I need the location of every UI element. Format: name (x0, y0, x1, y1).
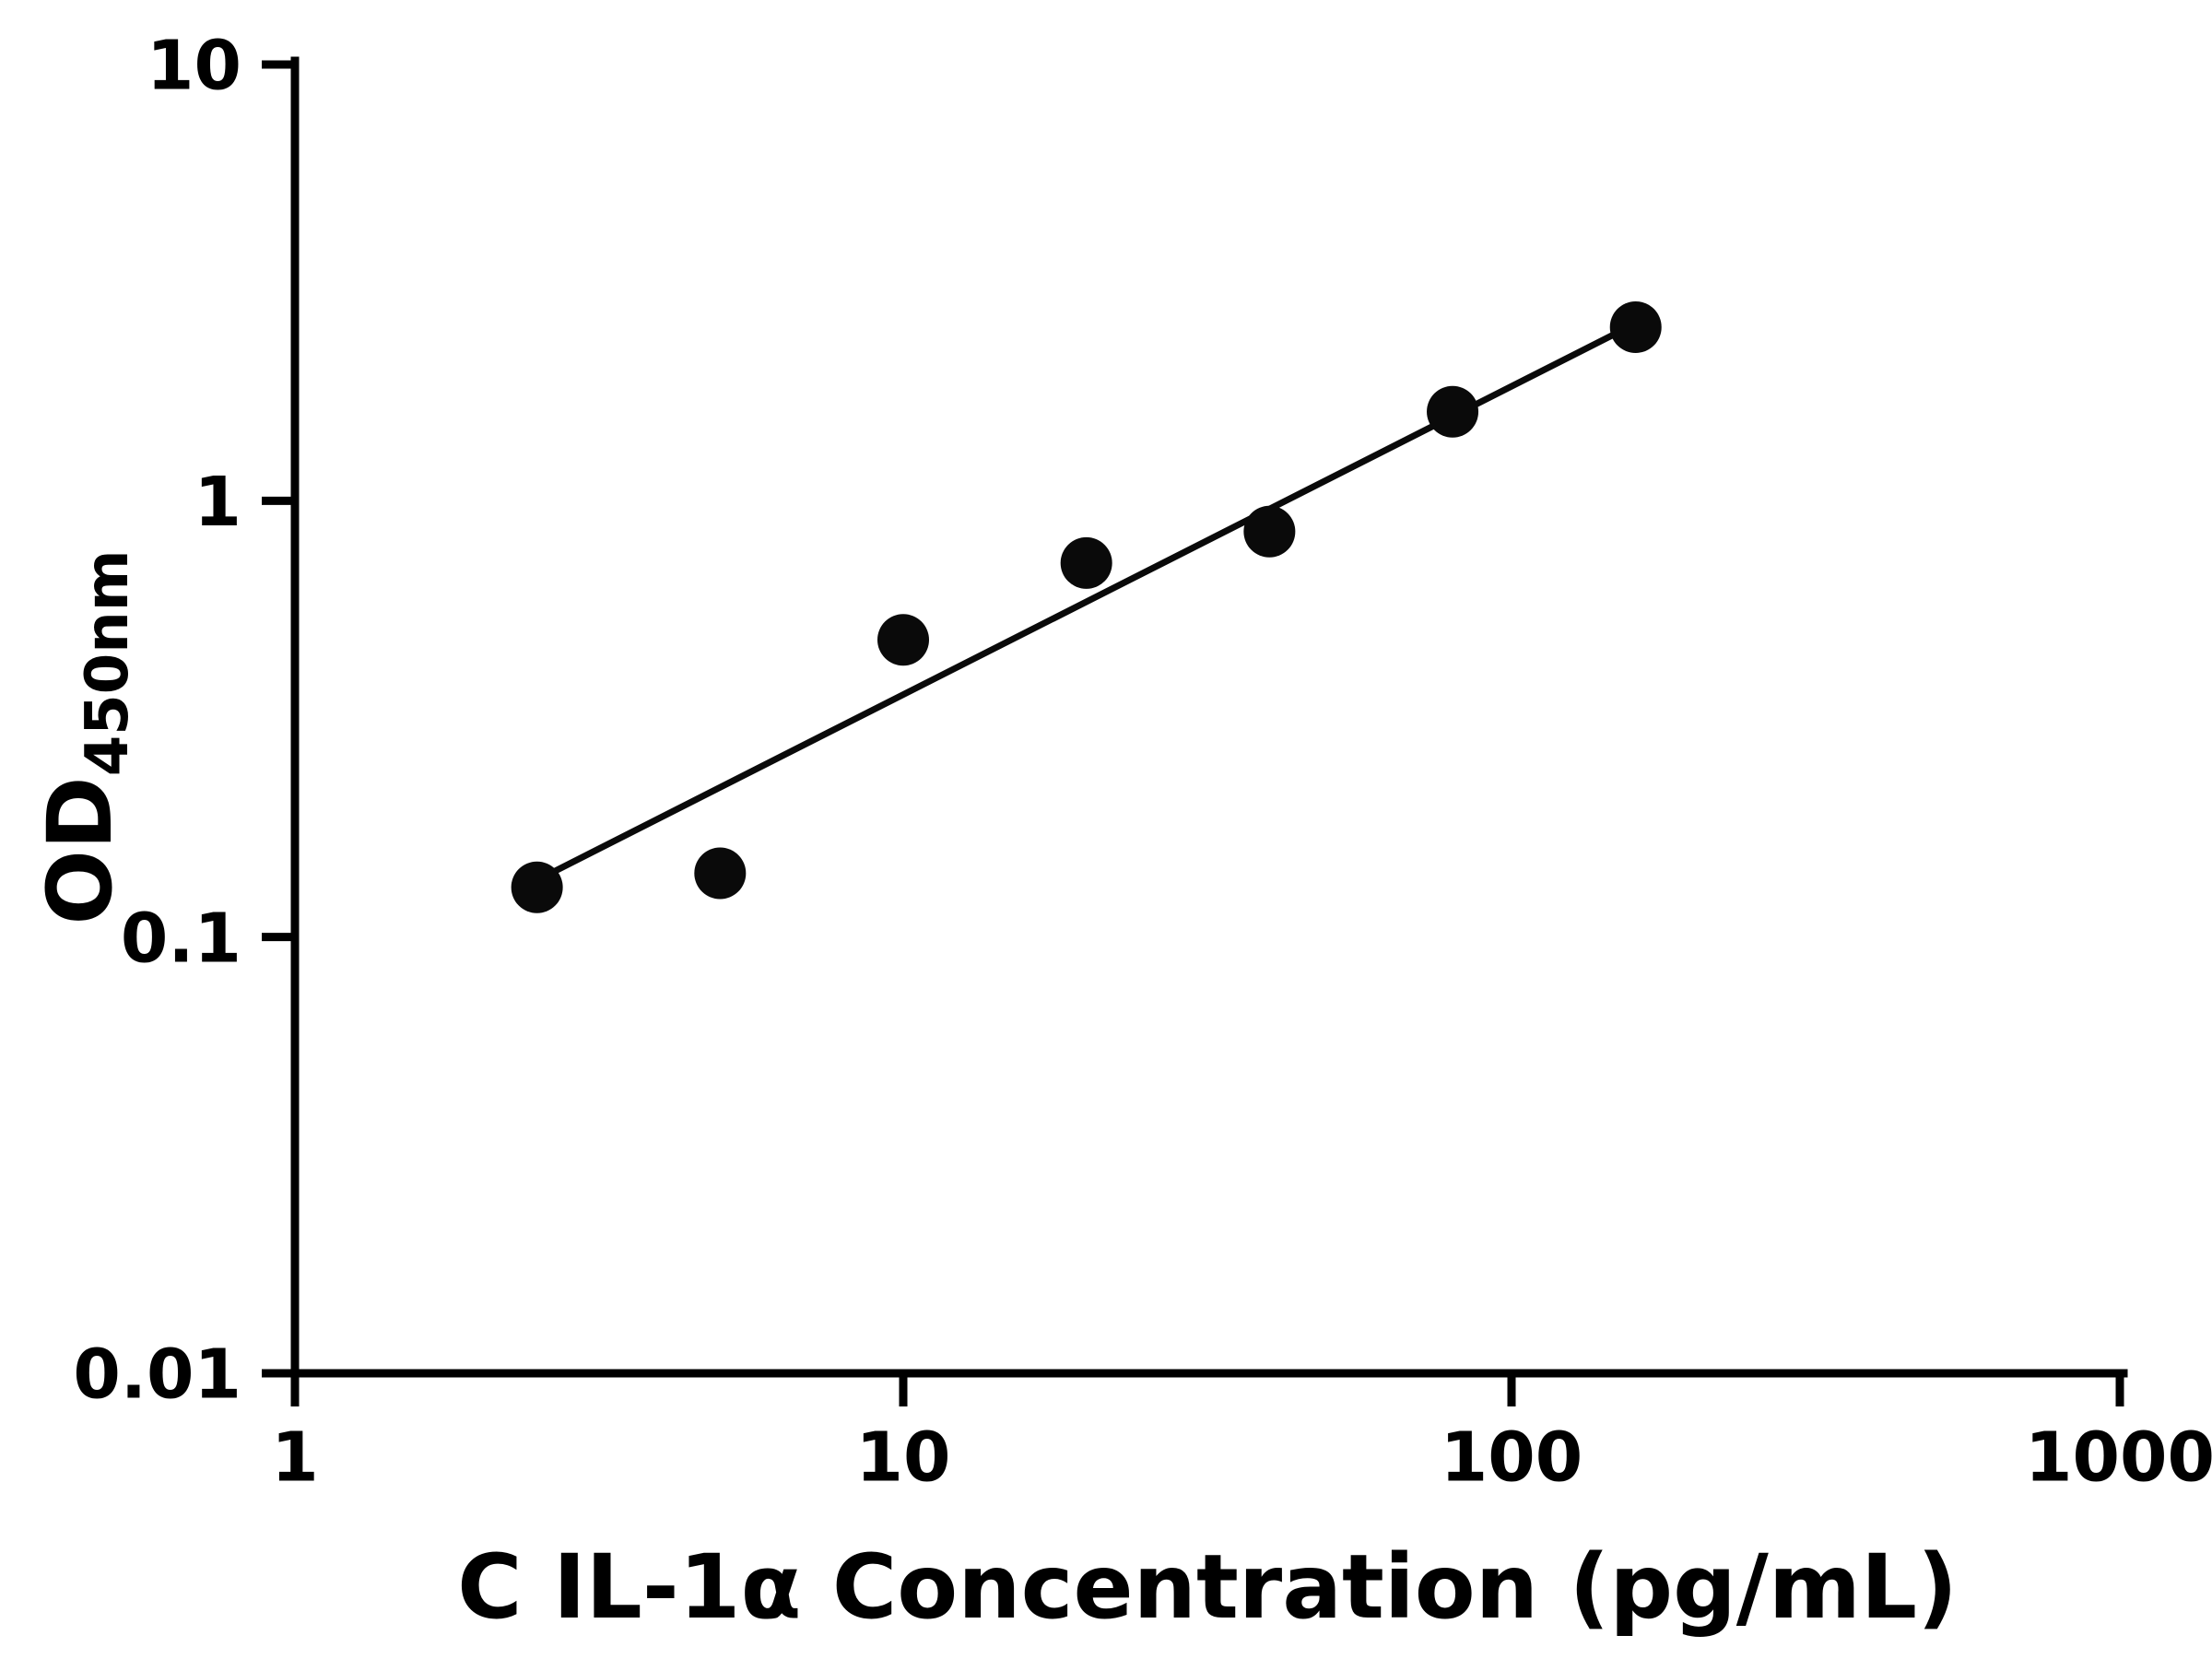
data-point (694, 847, 747, 900)
y-tick-label: 1 (194, 463, 242, 542)
data-point (511, 861, 563, 913)
axis-spines (290, 56, 2128, 1378)
data-point (1243, 505, 1296, 558)
x-axis-title: C IL-1α Concentration (pg/mL) (457, 1535, 1958, 1639)
x-tick-label: 100 (1441, 1418, 1583, 1497)
data-point (1427, 385, 1479, 438)
x-tick-label: 1000 (2025, 1418, 2212, 1497)
x-tick-label: 1 (271, 1418, 319, 1497)
data-point (877, 614, 929, 666)
data-point (1060, 536, 1112, 589)
y-tick-label: 10 (147, 27, 241, 106)
y-tick-label: 0.1 (121, 899, 241, 978)
y-axis-title: OD450nm (29, 549, 142, 924)
x-tick-label: 10 (856, 1418, 951, 1497)
y-axis-title-sub: 450nm (74, 549, 142, 776)
y-tick-label: 0.01 (73, 1335, 241, 1415)
data-point (1609, 300, 1662, 353)
y-axis-title-main: OD (29, 776, 132, 924)
